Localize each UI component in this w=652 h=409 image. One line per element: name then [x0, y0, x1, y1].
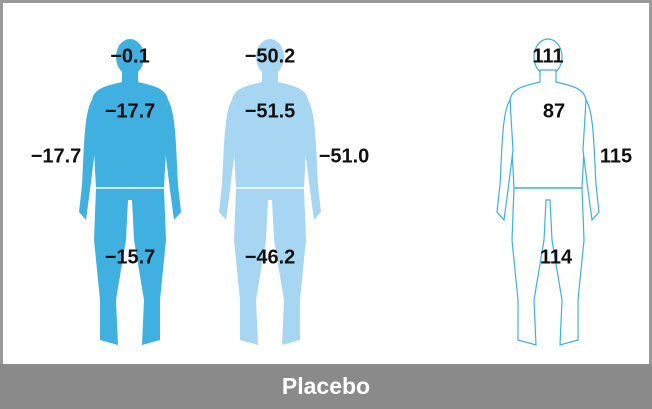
label: −51.5 — [245, 100, 296, 122]
footer-label: Placebo — [282, 373, 370, 399]
label: −15.7 — [105, 246, 156, 268]
label: −51.0 — [319, 145, 370, 167]
label: −46.2 — [245, 246, 296, 268]
label: −0.1 — [110, 45, 149, 67]
label: 87 — [543, 100, 565, 122]
label: −17.7 — [31, 145, 82, 167]
label: −17.7 — [105, 100, 156, 122]
label: 114 — [540, 246, 573, 268]
label: 111 — [532, 45, 563, 67]
label: 115 — [600, 145, 632, 167]
figure: −0.1 −17.7 −17.7 −15.7 −50.2 −51.5 −51.0… — [0, 0, 652, 409]
label: −50.2 — [245, 45, 296, 67]
